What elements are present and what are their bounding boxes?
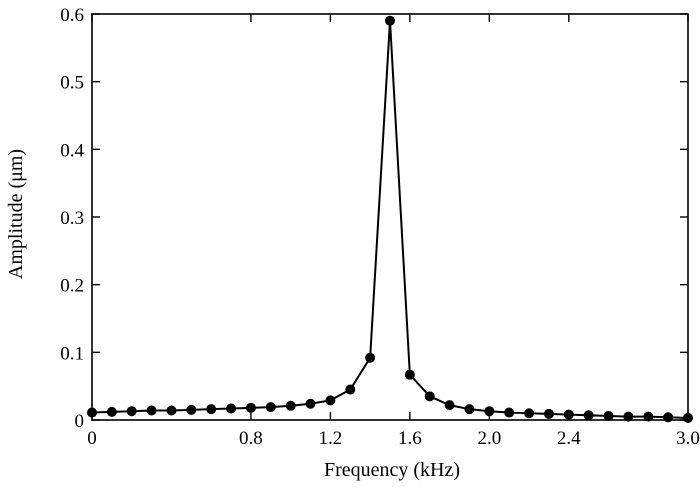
ticks: 0 0.8 1.2 1.6 2.0 2.4 3.0 0 0.1 0.2 0.3 0.4 0.5 0.6 bbox=[60, 5, 700, 449]
data-point bbox=[603, 410, 614, 421]
data-point bbox=[464, 404, 475, 415]
data-point bbox=[543, 408, 554, 419]
data-point bbox=[245, 402, 256, 413]
data-point bbox=[623, 411, 634, 422]
x-tick-label: 2.4 bbox=[557, 428, 581, 449]
y-tick-label: 0.2 bbox=[60, 276, 84, 297]
data-point bbox=[206, 404, 217, 415]
data-point bbox=[285, 400, 296, 411]
y-tick-label: 0.4 bbox=[60, 140, 84, 161]
data-point bbox=[146, 405, 157, 416]
data-point bbox=[186, 404, 197, 415]
data-point bbox=[643, 411, 654, 422]
x-tick-label: 0 bbox=[87, 428, 97, 449]
axes bbox=[91, 13, 689, 421]
data-point bbox=[663, 412, 674, 423]
y-axis-label: Amplitude (μm) bbox=[5, 149, 27, 279]
y-tick-label: 0 bbox=[75, 411, 85, 432]
x-tick-label: 0.8 bbox=[239, 428, 263, 449]
data-point bbox=[404, 369, 415, 380]
data-point bbox=[563, 409, 574, 420]
plot-frame bbox=[91, 13, 689, 421]
data-point bbox=[166, 405, 177, 416]
data-point bbox=[325, 395, 336, 406]
data-point bbox=[484, 406, 495, 417]
x-tick-label: 1.6 bbox=[398, 428, 422, 449]
y-tick-label: 0.3 bbox=[60, 208, 84, 229]
series bbox=[87, 15, 693, 423]
y-tick-label: 0.5 bbox=[60, 73, 84, 94]
x-axis-label: Frequency (kHz) bbox=[324, 459, 460, 481]
data-point bbox=[126, 406, 137, 417]
data-point bbox=[504, 407, 515, 418]
data-point bbox=[524, 408, 535, 419]
data-point bbox=[424, 391, 435, 402]
data-point bbox=[683, 412, 693, 423]
data-point bbox=[305, 398, 316, 409]
x-tick-label: 1.2 bbox=[319, 428, 343, 449]
data-point bbox=[385, 15, 395, 26]
data-point bbox=[226, 403, 237, 414]
y-tick-label: 0.1 bbox=[60, 343, 84, 364]
x-tick-label: 2.0 bbox=[477, 428, 501, 449]
series-line bbox=[91, 20, 689, 419]
x-tick-label: 3.0 bbox=[676, 428, 700, 449]
data-point bbox=[87, 407, 97, 418]
data-point bbox=[345, 384, 356, 395]
data-point bbox=[265, 402, 276, 413]
data-point bbox=[444, 400, 455, 411]
data-point bbox=[106, 406, 117, 417]
data-point bbox=[365, 352, 376, 363]
y-tick-label: 0.6 bbox=[60, 5, 84, 26]
data-point bbox=[583, 410, 594, 421]
